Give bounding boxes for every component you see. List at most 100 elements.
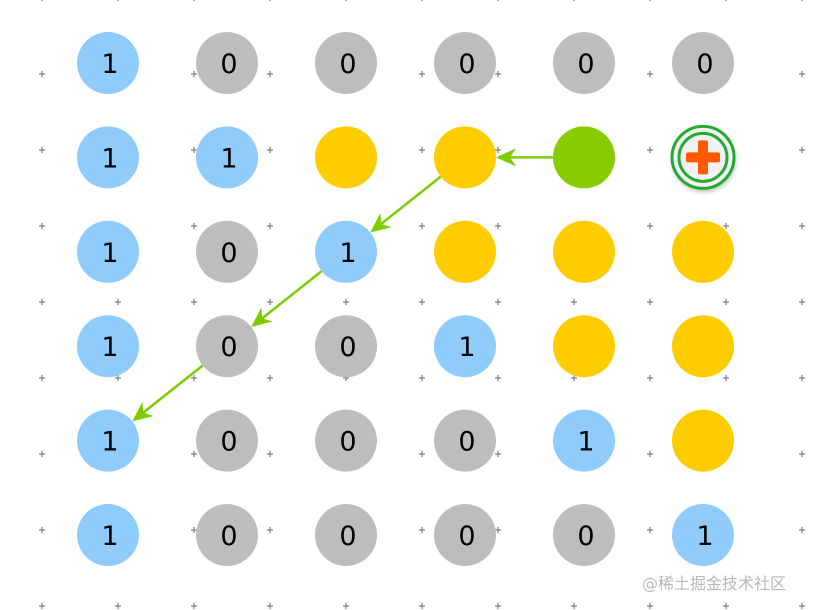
grid-dot	[495, 223, 501, 229]
grid-dot	[725, 0, 727, 1]
grid-cell-node	[553, 315, 615, 378]
grid-cell-node	[553, 126, 615, 189]
grid-cell-node: 0	[196, 315, 258, 378]
grid-cell-node: 1	[77, 504, 139, 566]
grid-dot	[269, 0, 271, 1]
grid-dot	[419, 223, 425, 229]
cell-value: 1	[101, 521, 118, 552]
grid-cell-node: 1	[196, 126, 258, 189]
grid-cell-node: 1	[553, 409, 615, 472]
grid-dot	[39, 603, 45, 609]
grid-cell-node: 0	[315, 32, 377, 94]
grid-cell-node	[553, 220, 615, 283]
grid-dot	[39, 451, 45, 457]
grid-cell-node: 0	[196, 220, 258, 283]
grid-dot	[267, 603, 273, 609]
cell-value: 1	[577, 427, 594, 458]
grid-dot	[647, 223, 653, 229]
grid-dot	[115, 299, 121, 305]
cell-value: 0	[339, 521, 356, 552]
grid-cell-node: 1	[434, 315, 496, 378]
grid-dot	[495, 527, 501, 533]
grid-cell-node: 0	[315, 504, 377, 566]
grid-cell-node: 0	[315, 315, 377, 378]
grid-dot	[419, 375, 425, 381]
grid-dot	[267, 451, 273, 457]
cell-value: 1	[696, 521, 713, 552]
grid-dot	[647, 375, 653, 381]
grid-cell-node: 0	[434, 409, 496, 472]
grid-dot	[191, 603, 197, 609]
grid-cell-node	[672, 409, 734, 472]
grid-dot	[267, 527, 273, 533]
grid-dot	[191, 527, 197, 533]
grid-dot	[571, 299, 577, 305]
grid-dot	[191, 223, 197, 229]
grid-dot	[419, 147, 425, 153]
grid-cell-node: 1	[77, 409, 139, 472]
grid-cell-node: 1	[77, 315, 139, 378]
path-arrow	[370, 175, 442, 233]
grid-dot	[267, 71, 273, 77]
grid-cell-node	[315, 126, 377, 189]
grid-dot	[799, 603, 805, 609]
grid-cell-node: 0	[196, 504, 258, 566]
grid-dot	[571, 603, 577, 609]
cell-value: 0	[220, 49, 237, 80]
grid-dot	[571, 375, 577, 381]
cell-value: 0	[339, 427, 356, 458]
path-arrow	[251, 270, 323, 327]
grid-dot	[723, 375, 729, 381]
grid-dot	[343, 603, 349, 609]
grid-dot	[267, 299, 273, 305]
grid-cell-node: 1	[77, 126, 139, 189]
cell-value: 0	[220, 238, 237, 269]
cell-value: 0	[339, 332, 356, 363]
grid-dot	[115, 603, 121, 609]
cell-value: 0	[577, 49, 594, 80]
grid-dot	[647, 527, 653, 533]
grid-cell-node: 0	[672, 32, 734, 94]
cell-value: 1	[339, 238, 356, 269]
grid-dot	[799, 375, 805, 381]
cell-value: 0	[220, 332, 237, 363]
grid-dot	[191, 375, 197, 381]
grid-dot	[495, 603, 501, 609]
grid-dot	[191, 147, 197, 153]
grid-dot	[419, 451, 425, 457]
grid-dot	[495, 71, 501, 77]
grid-dot	[799, 223, 805, 229]
cell-value: 0	[458, 49, 475, 80]
grid-cell-node: 0	[196, 32, 258, 94]
grid-dot	[495, 147, 501, 153]
cell-value: 1	[101, 238, 118, 269]
grid-dot	[799, 527, 805, 533]
grid-dot	[345, 0, 347, 1]
grid-cell-node: 0	[196, 409, 258, 472]
cell-value: 0	[220, 427, 237, 458]
cell-value: 1	[101, 49, 118, 80]
grid-dot	[267, 223, 273, 229]
cell-value: 0	[577, 521, 594, 552]
grid-dot	[267, 147, 273, 153]
grid-dot	[39, 71, 45, 77]
grid-cell-node: 1	[77, 220, 139, 283]
grid-cell-node: 0	[315, 409, 377, 472]
grid-dot	[117, 0, 119, 1]
grid-cell-node	[434, 220, 496, 283]
grid-dot	[419, 299, 425, 305]
add-button[interactable]	[670, 124, 736, 190]
grid-dot	[115, 375, 121, 381]
grid-cell-node: 0	[434, 504, 496, 566]
grid-dot	[723, 603, 729, 609]
grid-dot	[421, 0, 423, 1]
cell-value: 0	[339, 49, 356, 80]
cell-value: 1	[101, 143, 118, 174]
grid-dot	[723, 299, 729, 305]
watermark: @稀土掘金技术社区	[642, 574, 787, 593]
grid-dot	[497, 0, 499, 1]
grid-dot	[495, 451, 501, 457]
grid-dot	[647, 299, 653, 305]
grid-cell-node: 1	[77, 32, 139, 94]
